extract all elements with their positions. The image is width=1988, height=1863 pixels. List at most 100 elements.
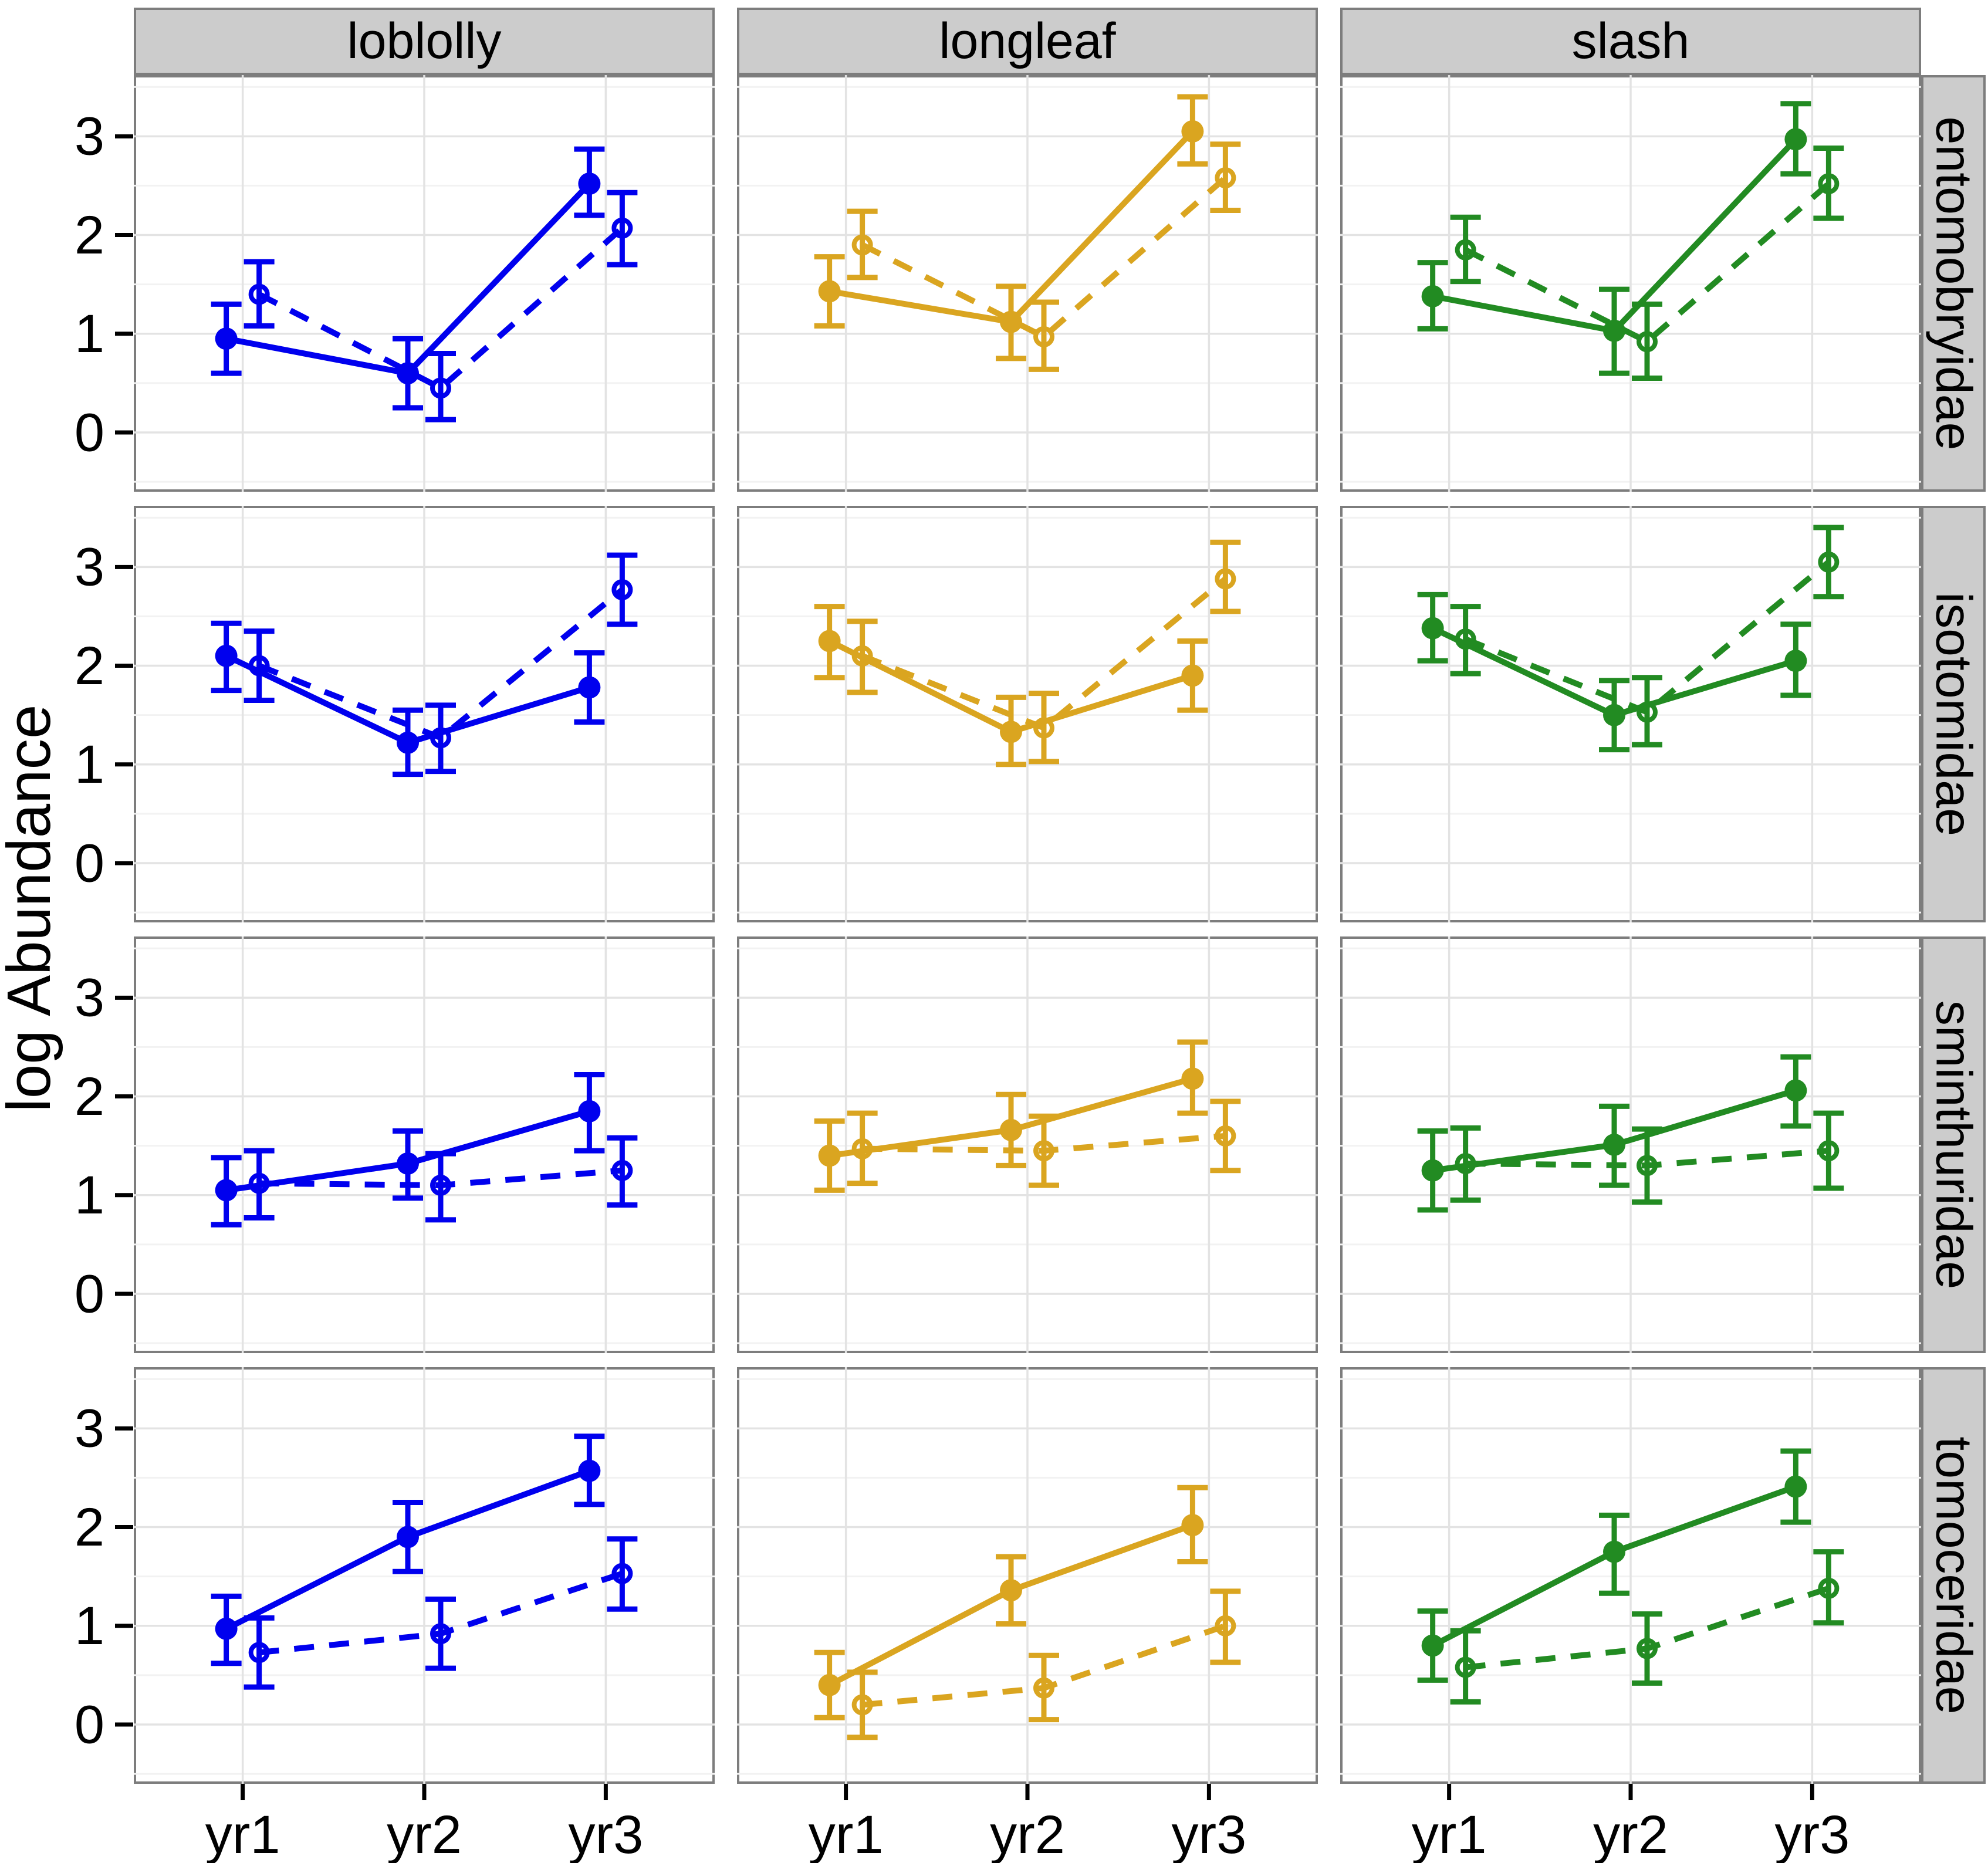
panel-plot-area [1340, 75, 1921, 492]
filled-point [1603, 1540, 1625, 1563]
x-axis: yr1 yr2 yr3 [205, 1784, 643, 1863]
open-point [1818, 551, 1840, 573]
filled-point [397, 1526, 419, 1548]
gridlines [134, 936, 715, 1353]
y-tick-label: 0 [75, 1264, 104, 1324]
facet-strip-label: isotomidae [1925, 592, 1982, 836]
open-point [1215, 167, 1236, 188]
gridlines [737, 1367, 1318, 1784]
filled-point [215, 1179, 238, 1202]
y-tick-label: 1 [75, 1596, 104, 1656]
filled-point [1784, 1475, 1807, 1498]
series-points [215, 1100, 633, 1202]
error-bars [1417, 1054, 1844, 1213]
panel-slash-isotomidae [1340, 506, 1921, 922]
filled-point [1421, 1634, 1444, 1657]
open-point [851, 645, 873, 667]
gridlines [1340, 75, 1921, 492]
y-tick-label: 1 [75, 1165, 104, 1225]
series-points [818, 1067, 1236, 1167]
dashed-line [258, 226, 624, 392]
panel-loblolly-tomoceridae [134, 1367, 715, 1784]
error-bars [1417, 101, 1844, 381]
y-axis-row-entomobryidae: 0 1 2 3 [0, 75, 134, 492]
y-tick-label: 1 [75, 304, 104, 364]
filled-point [578, 1459, 601, 1482]
panel-plot-area [737, 506, 1318, 922]
open-point [248, 283, 270, 305]
dashed-line [1464, 560, 1831, 716]
dashed-line [259, 1167, 623, 1188]
y-tick-label: 3 [75, 537, 104, 597]
facet-strip-row-sminthuridae: sminthuridae [1921, 936, 1986, 1353]
filled-point [818, 1144, 841, 1167]
dashed-line [259, 1570, 623, 1656]
y-tick-label: 3 [75, 968, 104, 1028]
open-point [1215, 568, 1236, 590]
filled-point [1784, 650, 1807, 672]
filled-point [1000, 1118, 1022, 1141]
facet-strip-label: tomoceridae [1925, 1436, 1982, 1715]
open-point [1637, 1638, 1658, 1659]
panel-slash-tomoceridae [1340, 1367, 1921, 1784]
filled-point [215, 644, 238, 667]
x-axis-col-loblolly: yr1 yr2 yr3 [134, 1784, 715, 1863]
gridlines [134, 506, 715, 922]
y-tick-label: 0 [75, 403, 104, 462]
filled-point [1000, 310, 1022, 333]
facet-strip-row-tomoceridae: tomoceridae [1921, 1367, 1986, 1784]
facet-strip-col-loblolly: loblolly [134, 8, 715, 75]
filled-point [578, 1100, 601, 1122]
y-axis: 0 1 2 3 [75, 1399, 133, 1754]
series-points [215, 579, 633, 754]
open-point [611, 217, 633, 239]
x-axis: yr1 yr2 yr3 [809, 1784, 1246, 1863]
x-tick-label: yr1 [1412, 1805, 1487, 1863]
dashed-line [861, 576, 1228, 732]
panel-loblolly-entomobryidae [134, 75, 715, 492]
filled-point [215, 327, 238, 350]
filled-point [1603, 1134, 1625, 1156]
y-axis-row-isotomidae: 0 1 2 3 [0, 506, 134, 922]
y-tick-label: 0 [75, 1695, 104, 1754]
filled-point [818, 1673, 841, 1696]
panel-plot-area [1340, 936, 1921, 1353]
open-point [1818, 1577, 1840, 1599]
panel-loblolly-sminthuridae [134, 936, 715, 1353]
x-tick-label: yr3 [1774, 1805, 1850, 1863]
facet-strip-col-longleaf: longleaf [737, 8, 1318, 75]
open-point [430, 1174, 451, 1196]
y-tick-label: 2 [75, 205, 104, 265]
facet-strip-row-entomobryidae: entomobryidae [1921, 75, 1986, 492]
facet-strip-row-isotomidae: isotomidae [1921, 506, 1986, 922]
panel-slash-sminthuridae [1340, 936, 1921, 1353]
y-tick-label: 3 [75, 1399, 104, 1459]
gridlines [134, 1367, 715, 1784]
x-tick-label: yr3 [1171, 1805, 1246, 1863]
y-axis: 0 1 2 3 [75, 968, 133, 1324]
open-point [1215, 1125, 1236, 1147]
panel-plot-area [737, 1367, 1318, 1784]
panel-plot-area [134, 1367, 715, 1784]
x-axis-col-longleaf: yr1 yr2 yr3 [737, 1784, 1318, 1863]
panel-longleaf-sminthuridae [737, 936, 1318, 1353]
gridlines [737, 936, 1318, 1353]
open-point [1033, 1140, 1054, 1162]
open-point [851, 1138, 873, 1159]
x-tick-label: yr2 [990, 1805, 1065, 1863]
open-point [430, 1623, 451, 1645]
series-points [1421, 551, 1840, 726]
filled-point [1181, 1067, 1204, 1090]
y-tick-label: 2 [75, 1067, 104, 1127]
series-points [215, 173, 633, 399]
panel-plot-area [134, 75, 715, 492]
gridlines [1340, 1367, 1921, 1784]
filled-point [1421, 285, 1444, 307]
panel-plot-area [1340, 506, 1921, 922]
y-axis-row-tomoceridae: 0 1 2 3 [0, 1367, 134, 1784]
filled-point [578, 676, 601, 699]
series-points [215, 1459, 633, 1663]
open-point [1455, 239, 1476, 261]
